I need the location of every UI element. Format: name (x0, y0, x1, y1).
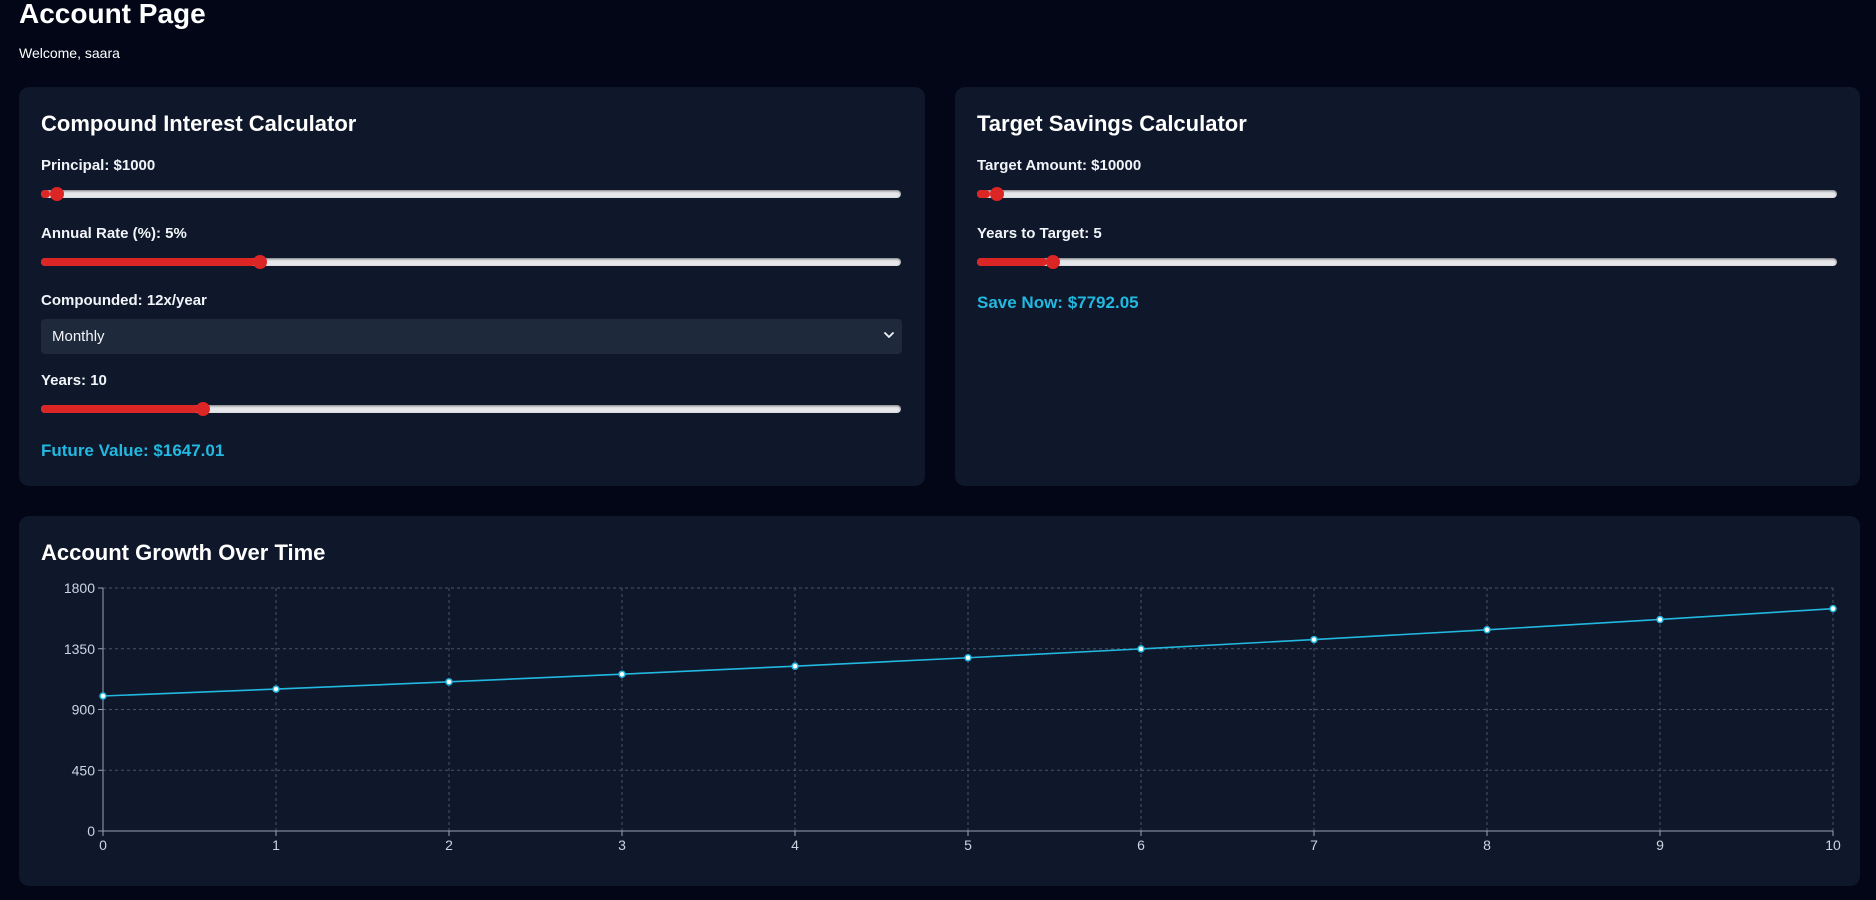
x-tick-label: 6 (1137, 837, 1145, 853)
account-growth-card: Account Growth Over Time 0 450 900 1350 1800… (19, 516, 1860, 886)
compound-interest-title: Compound Interest Calculator (41, 111, 357, 136)
data-point (1310, 635, 1318, 644)
chart-title: Account Growth Over Time (41, 540, 326, 565)
rate-slider-thumb[interactable] (252, 255, 267, 269)
rate-slider[interactable] (41, 255, 901, 269)
y-tick-label: 450 (72, 762, 96, 778)
x-tick-label: 4 (791, 837, 799, 853)
rate-slider-fill (41, 258, 256, 266)
years-to-target-slider-thumb[interactable] (1046, 255, 1061, 269)
years-label: Years: 10 (41, 372, 107, 389)
x-tick-label: 7 (1310, 837, 1318, 853)
rate-label: Annual Rate (%): 5% (41, 225, 187, 242)
principal-slider-thumb[interactable] (49, 187, 64, 201)
x-tick-label: 5 (964, 837, 972, 853)
data-point (1483, 626, 1491, 634)
page-title: Account Page (19, 0, 206, 29)
data-point (1656, 615, 1664, 624)
years-to-target-slider[interactable] (977, 255, 1837, 269)
data-point (964, 653, 972, 662)
years-to-target-slider-fill (977, 258, 1048, 266)
target-savings-title: Target Savings Calculator (977, 111, 1247, 136)
y-tick-label: 900 (72, 702, 96, 718)
welcome-text: Welcome, saara (19, 45, 120, 61)
account-growth-chart: 0 450 900 1350 1800 0 1 2 3 4 5 6 7 8 9 10 (64, 580, 1841, 853)
future-value-result: Future Value: $1647.01 (41, 441, 225, 460)
principal-slider[interactable] (41, 187, 901, 201)
compounded-label: Compounded: 12x/year (41, 292, 207, 309)
y-tick-label: 0 (87, 823, 95, 839)
target-amount-slider[interactable] (977, 187, 1837, 201)
data-point (1137, 645, 1145, 653)
target-amount-slider-fill (977, 190, 991, 198)
series-line (102, 607, 1834, 697)
target-savings-card: Target Savings Calculator Target Amount:… (955, 87, 1860, 486)
x-tick-label: 8 (1483, 837, 1491, 853)
target-amount-slider-thumb[interactable] (989, 187, 1004, 201)
years-slider-thumb[interactable] (196, 402, 211, 416)
compound-frequency-select[interactable]: Monthly (41, 319, 902, 354)
principal-slider-fill (41, 190, 50, 198)
x-tick-label: 1 (272, 837, 280, 853)
years-slider[interactable] (41, 402, 901, 416)
x-tick-label: 2 (445, 837, 453, 853)
x-tick-label: 10 (1825, 837, 1841, 853)
compound-interest-card: Compound Interest Calculator Principal: … (19, 87, 925, 486)
principal-label: Principal: $1000 (41, 157, 156, 174)
years-slider-fill (41, 405, 199, 413)
x-tick-label: 9 (1656, 837, 1664, 853)
y-tick-label: 1350 (64, 641, 95, 657)
data-point (791, 662, 799, 670)
years-to-target-label: Years to Target: 5 (977, 225, 1102, 242)
x-tick-label: 3 (618, 837, 626, 853)
data-point (99, 692, 107, 700)
data-point (272, 685, 280, 693)
x-tick-label: 0 (99, 837, 107, 853)
compound-frequency-value: Monthly (52, 328, 105, 345)
save-now-result: Save Now: $7792.05 (977, 293, 1139, 312)
chevron-down-icon (884, 332, 894, 338)
data-point (1829, 604, 1837, 613)
data-point (445, 678, 453, 686)
target-amount-label: Target Amount: $10000 (977, 157, 1142, 174)
data-point (618, 670, 626, 678)
y-tick-label: 1800 (64, 580, 95, 596)
